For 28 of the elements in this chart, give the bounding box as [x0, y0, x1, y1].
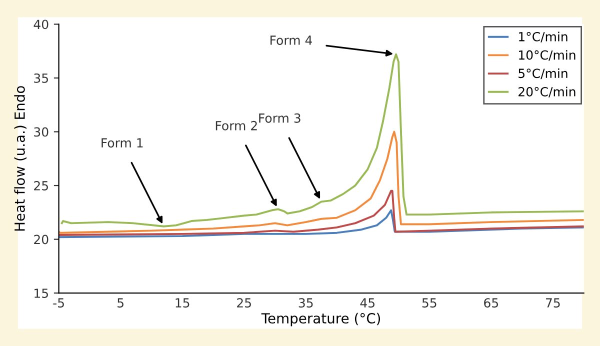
y-tick-label: 30: [34, 127, 48, 137]
line-series: [58, 130, 584, 234]
line-series: [58, 190, 584, 236]
y-tick-label: 35: [34, 73, 48, 83]
x-tick-label: 5: [118, 298, 124, 308]
x-axis-title: Temperature (°C): [261, 312, 380, 326]
legend-label: 5°C/min: [518, 68, 568, 80]
annotation: Form 1: [102, 138, 143, 148]
annotation: Form 4: [270, 36, 312, 45]
y-tick-label: 25: [34, 180, 48, 190]
x-tick-label: 25: [237, 298, 251, 308]
x-tick-label: 15: [176, 298, 190, 308]
x-tick-label: 35: [298, 298, 313, 308]
x-tick-label: 45: [360, 298, 374, 308]
legend-label: 1°C/min: [519, 32, 568, 42]
annotation: Form 3: [259, 113, 300, 123]
y-tick-label: 40: [34, 20, 48, 30]
y-tick-label: 15: [34, 288, 48, 298]
annotation: Form 2: [216, 120, 257, 130]
y-axis-title: Heat flow (u.a.) Endo: [14, 86, 27, 231]
x-tick-label: -5: [53, 298, 64, 308]
legend-label: 20°C/min: [518, 86, 576, 98]
x-tick-label: 55: [422, 298, 436, 308]
x-tick-label: 75: [546, 298, 560, 308]
legend-label: 10°C/min: [519, 50, 576, 61]
line-series: [58, 209, 584, 238]
y-tick-label: 20: [34, 234, 48, 244]
x-tick-label: 65: [484, 298, 498, 308]
